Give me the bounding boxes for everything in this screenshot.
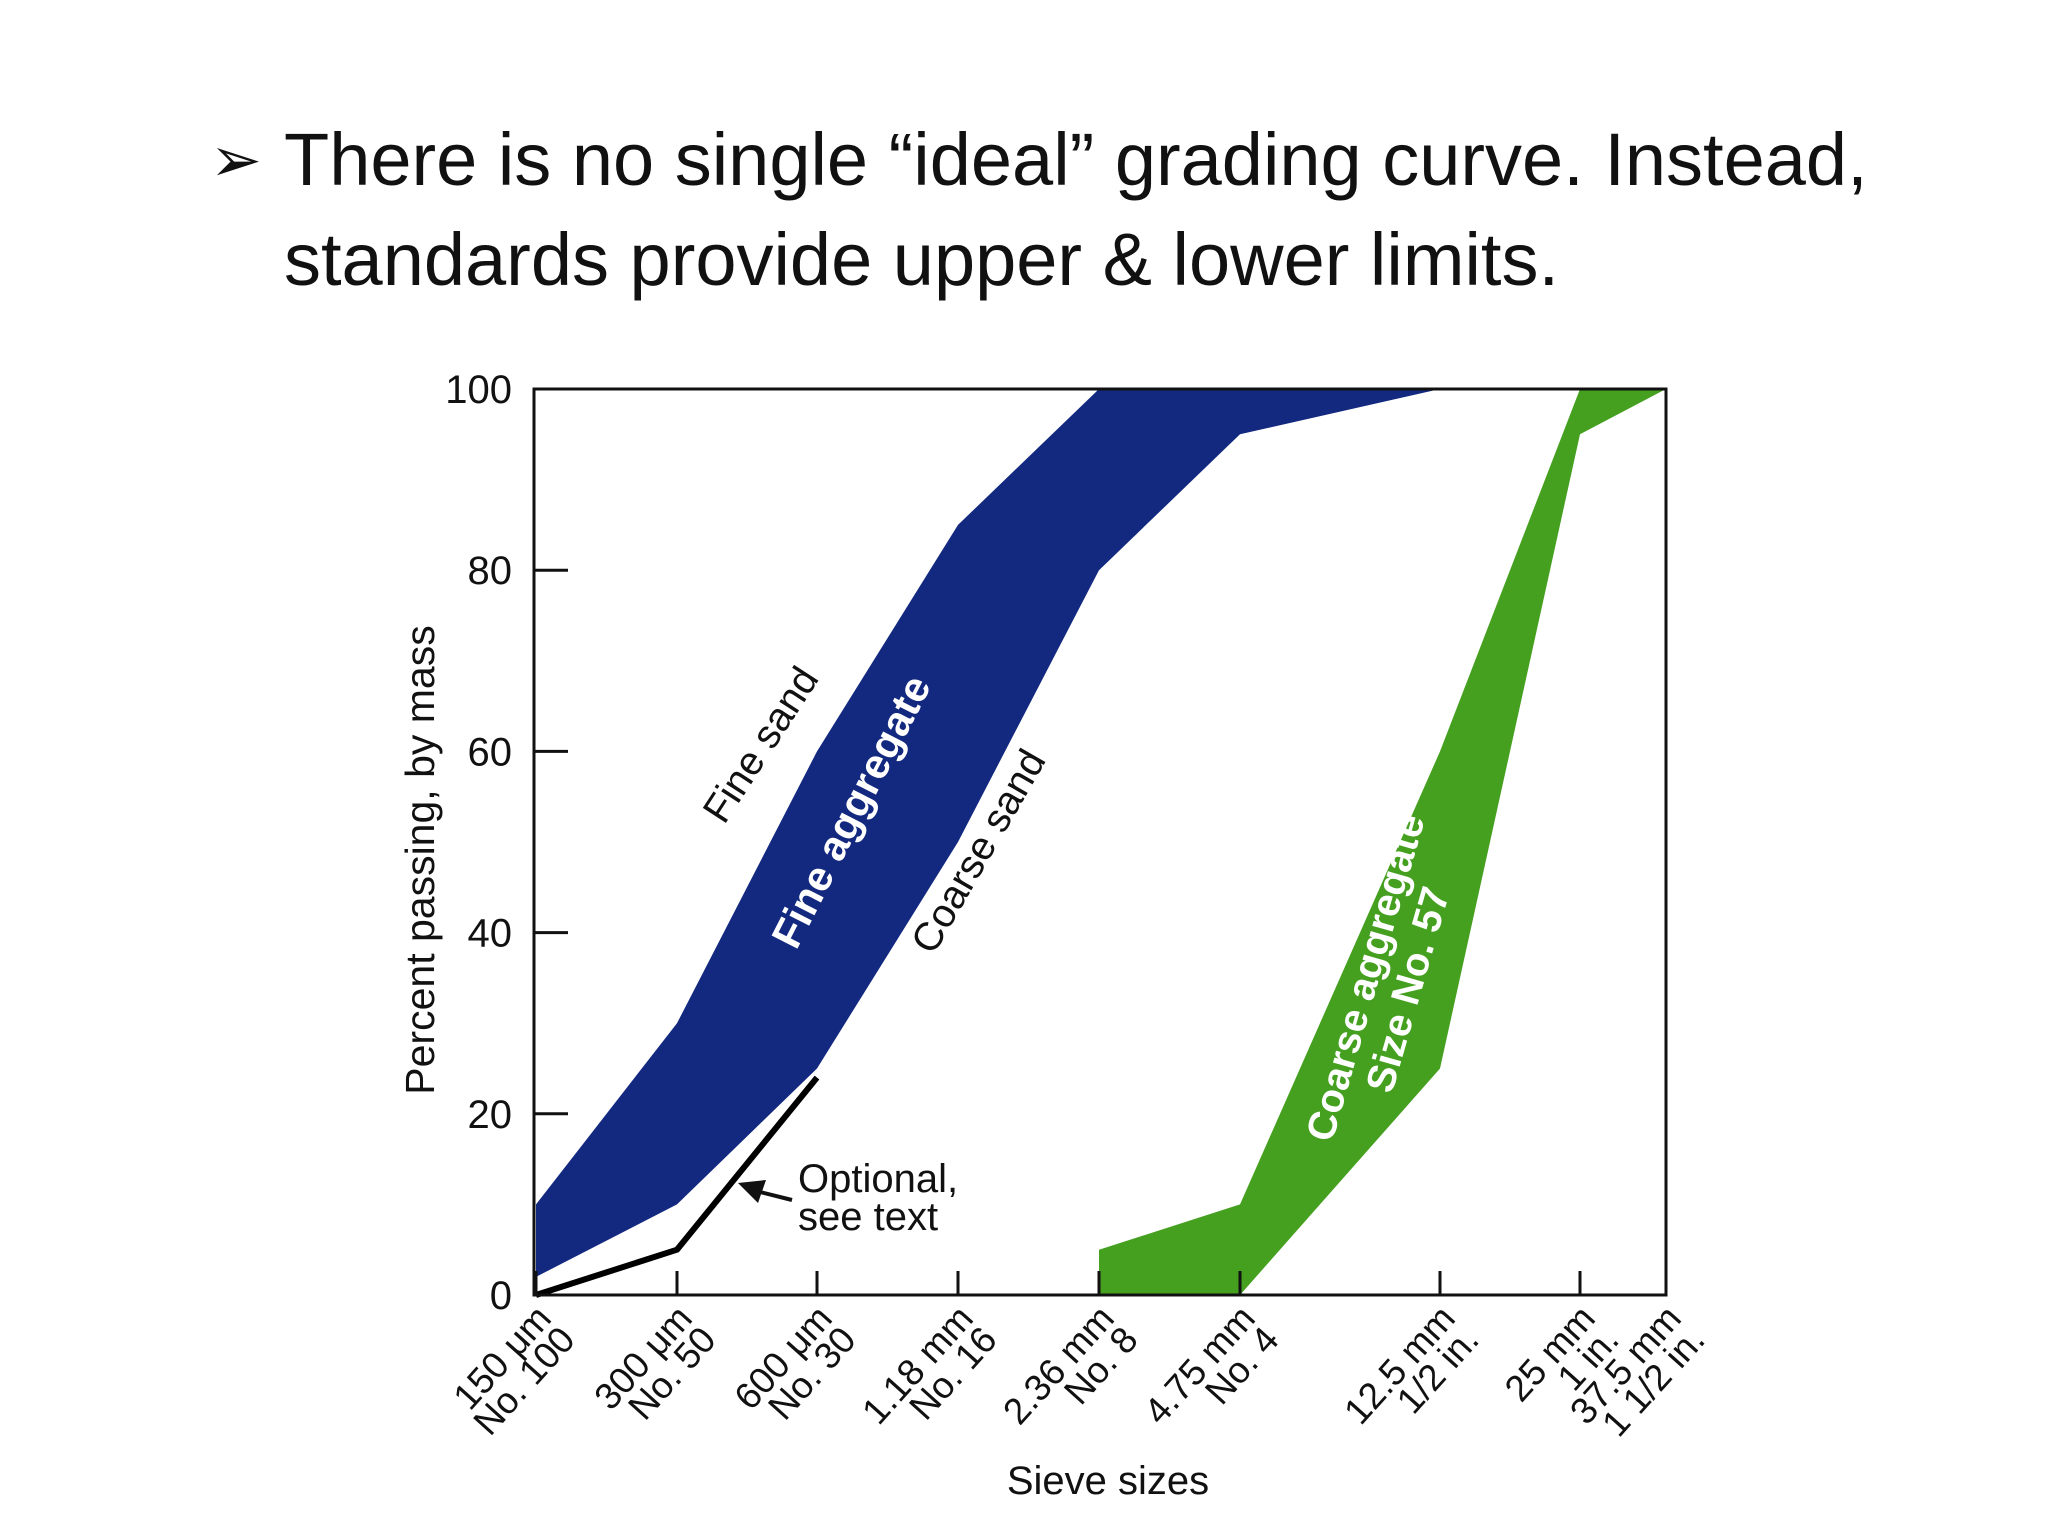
annotation-line2: see text xyxy=(798,1195,938,1239)
optional-annotation: Optional, see text xyxy=(738,1157,958,1239)
arrow-bullet-icon: ➢ xyxy=(210,123,262,196)
y-axis: 0 20 40 60 80 100 xyxy=(445,368,568,1318)
y-axis-label: Percent passing, by mass xyxy=(397,625,443,1094)
y-tick-label-100: 100 xyxy=(445,368,512,412)
annotation-arrow-head-icon xyxy=(738,1180,766,1203)
y-tick-label-80: 80 xyxy=(468,549,513,593)
coarse-aggregate-size-no-57-band xyxy=(1099,389,1666,1295)
y-tick-label-60: 60 xyxy=(468,730,513,774)
fine-aggregate-band xyxy=(536,389,1440,1277)
annotation-line1: Optional, xyxy=(798,1157,958,1201)
x-tick-label-s12_5mm: 12.5 mm1/2 in. xyxy=(1336,1298,1487,1432)
y-tick-label-0: 0 xyxy=(490,1274,512,1318)
plot-areas xyxy=(535,388,1667,1298)
bullet-text: There is no single “ideal” grading curve… xyxy=(284,118,1868,301)
x-axis-label: Sieve sizes xyxy=(1007,1459,1209,1503)
y-tick-label-20: 20 xyxy=(468,1093,513,1137)
y-tick-label-40: 40 xyxy=(468,912,513,956)
